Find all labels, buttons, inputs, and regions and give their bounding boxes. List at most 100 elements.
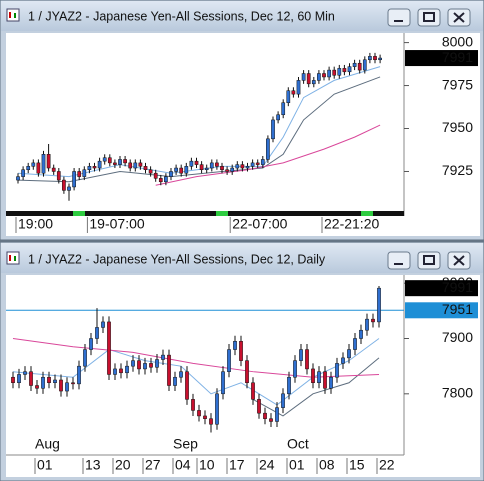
x-tick-label: 17 <box>229 457 245 473</box>
candle-body <box>169 171 173 177</box>
candle-body <box>153 172 158 179</box>
last-price-label: 7991 <box>442 279 473 295</box>
candle-body <box>239 341 243 361</box>
candle-body <box>118 159 122 165</box>
last-price-tag <box>405 50 478 67</box>
y-tick-label: 8000 <box>442 33 473 49</box>
candle-body <box>209 162 214 169</box>
x-tick-label: 22 <box>379 457 395 473</box>
moving-average <box>155 124 381 186</box>
candle-body <box>352 62 357 67</box>
candle-body <box>47 376 51 384</box>
candle-body <box>220 166 224 171</box>
candle-body <box>77 365 81 385</box>
x-tick-label: 22-21:20 <box>324 216 379 232</box>
window-title: 1 / JYAZ2 - Japanese Yen-All Sessions, D… <box>28 252 326 266</box>
price-tag-label: 7951 <box>442 301 473 317</box>
candle-body <box>128 162 133 169</box>
candle-body <box>240 164 245 169</box>
window-buttons[interactable] <box>387 8 471 27</box>
candle-body <box>53 379 57 384</box>
candle-body <box>16 176 20 181</box>
candle-body <box>41 154 46 174</box>
candle-body <box>281 393 285 408</box>
window-title: 1 / JYAZ2 - Japanese Yen-All Sessions, D… <box>28 9 335 23</box>
x-tick-label: 15 <box>349 457 365 473</box>
candle-body <box>347 349 351 359</box>
candle-body <box>51 167 56 172</box>
y-tick-label: 7925 <box>442 162 473 178</box>
candle-body <box>89 338 93 350</box>
candle-body <box>185 371 189 400</box>
candle-body <box>373 56 377 61</box>
session-marker <box>73 211 85 216</box>
x-tick-label: 13 <box>85 457 101 473</box>
candle-body <box>92 166 97 169</box>
candle-body <box>143 166 148 171</box>
session-marker <box>216 211 228 216</box>
candle-body <box>72 171 76 188</box>
candle-body <box>36 162 41 174</box>
candle-body <box>255 162 260 165</box>
candle-body <box>245 166 250 169</box>
candle-body <box>17 374 21 384</box>
session-strip <box>6 211 404 216</box>
candle-body <box>83 349 87 367</box>
candle-body <box>317 371 321 384</box>
candle-body <box>368 56 372 61</box>
month-label: Oct <box>287 436 309 452</box>
x-tick-label: 08 <box>319 457 335 473</box>
candle-body <box>260 159 265 165</box>
candle-body <box>329 376 333 389</box>
candle-body <box>286 90 291 103</box>
candle-body <box>123 159 127 164</box>
candle-body <box>62 179 66 191</box>
candle-body <box>189 160 194 167</box>
candle-body <box>257 399 261 414</box>
candle-body <box>269 418 273 422</box>
last-price-label: 7991 <box>442 49 473 65</box>
candle-body <box>266 138 270 160</box>
candle-body <box>203 415 207 419</box>
candle-body <box>301 73 306 81</box>
candle-body <box>342 68 347 73</box>
x-tick-label: 04 <box>175 457 191 473</box>
candle-body <box>287 376 291 395</box>
last-price-tag <box>405 280 478 297</box>
candle-body <box>291 90 296 95</box>
candle-body <box>97 160 102 169</box>
chart-area <box>6 33 480 236</box>
month-label: Aug <box>35 436 60 452</box>
candle-body <box>26 166 31 171</box>
candle-body <box>59 379 63 392</box>
x-tick-label: 01 <box>37 457 53 473</box>
candle-body <box>101 321 105 328</box>
candle-body <box>365 318 369 331</box>
candle-body <box>113 368 117 375</box>
candle-body <box>67 186 71 191</box>
candle-body <box>230 167 235 172</box>
candle-body <box>102 157 107 162</box>
window-buttons[interactable] <box>387 251 471 270</box>
candle-body <box>263 412 267 419</box>
candle-body <box>113 162 117 165</box>
candle-body <box>155 359 159 368</box>
candle-body <box>119 368 123 374</box>
moving-average <box>252 357 380 417</box>
x-tick-label: 19-07:00 <box>89 216 144 232</box>
app-icon <box>6 8 20 22</box>
candle-body <box>65 382 69 392</box>
candle-body <box>87 166 92 171</box>
y-tick-label: 7950 <box>442 119 473 135</box>
candle-body <box>311 368 315 384</box>
candle-body <box>82 169 87 177</box>
candle-body <box>56 171 61 181</box>
x-tick-label: 22-07:00 <box>232 216 287 232</box>
session-marker <box>361 211 373 216</box>
candle-body <box>341 357 345 364</box>
y-tick-label: 7900 <box>442 329 473 345</box>
candle-body <box>323 371 327 389</box>
candle-body <box>158 178 163 183</box>
candle-body <box>378 57 382 61</box>
x-tick-label: 24 <box>259 457 275 473</box>
